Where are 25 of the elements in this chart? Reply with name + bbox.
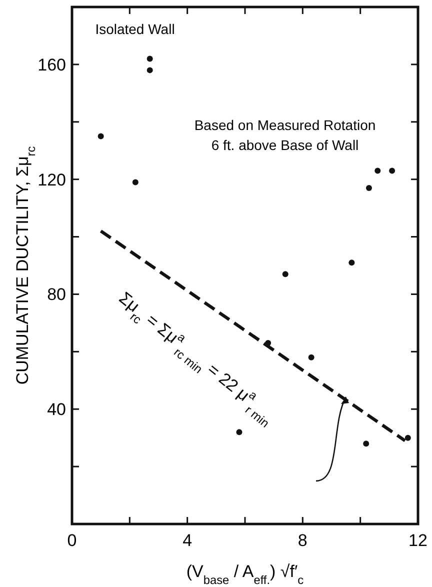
x-axis-title: (V$_{base}$ / A$_{eff.}$) √f′$_{c}$ [186,562,304,587]
y-tick-label: 120 [38,170,66,190]
point [404,434,411,441]
annotation: Based on Measured Rotation [194,117,376,133]
annotation: Isolated Wall [95,21,175,37]
point [236,429,242,436]
x-tick-label: 12 [408,531,428,550]
x-tick-label: 4 [182,531,192,550]
x-tick-label: 8 [298,531,308,550]
point [348,260,355,266]
point [146,67,153,74]
point [98,133,104,140]
y-tick-label: 40 [47,400,66,420]
point [146,56,153,62]
point [282,271,288,278]
point [363,440,370,447]
point [132,179,138,186]
y-tick-label: 80 [47,285,66,304]
point [366,184,372,191]
point [389,168,396,174]
point [308,354,314,360]
point [374,168,381,174]
annotation: 6 ft. above Base of Wall [211,137,359,153]
x-tick-label: 0 [67,531,77,550]
y-tick-label: 160 [38,55,66,74]
